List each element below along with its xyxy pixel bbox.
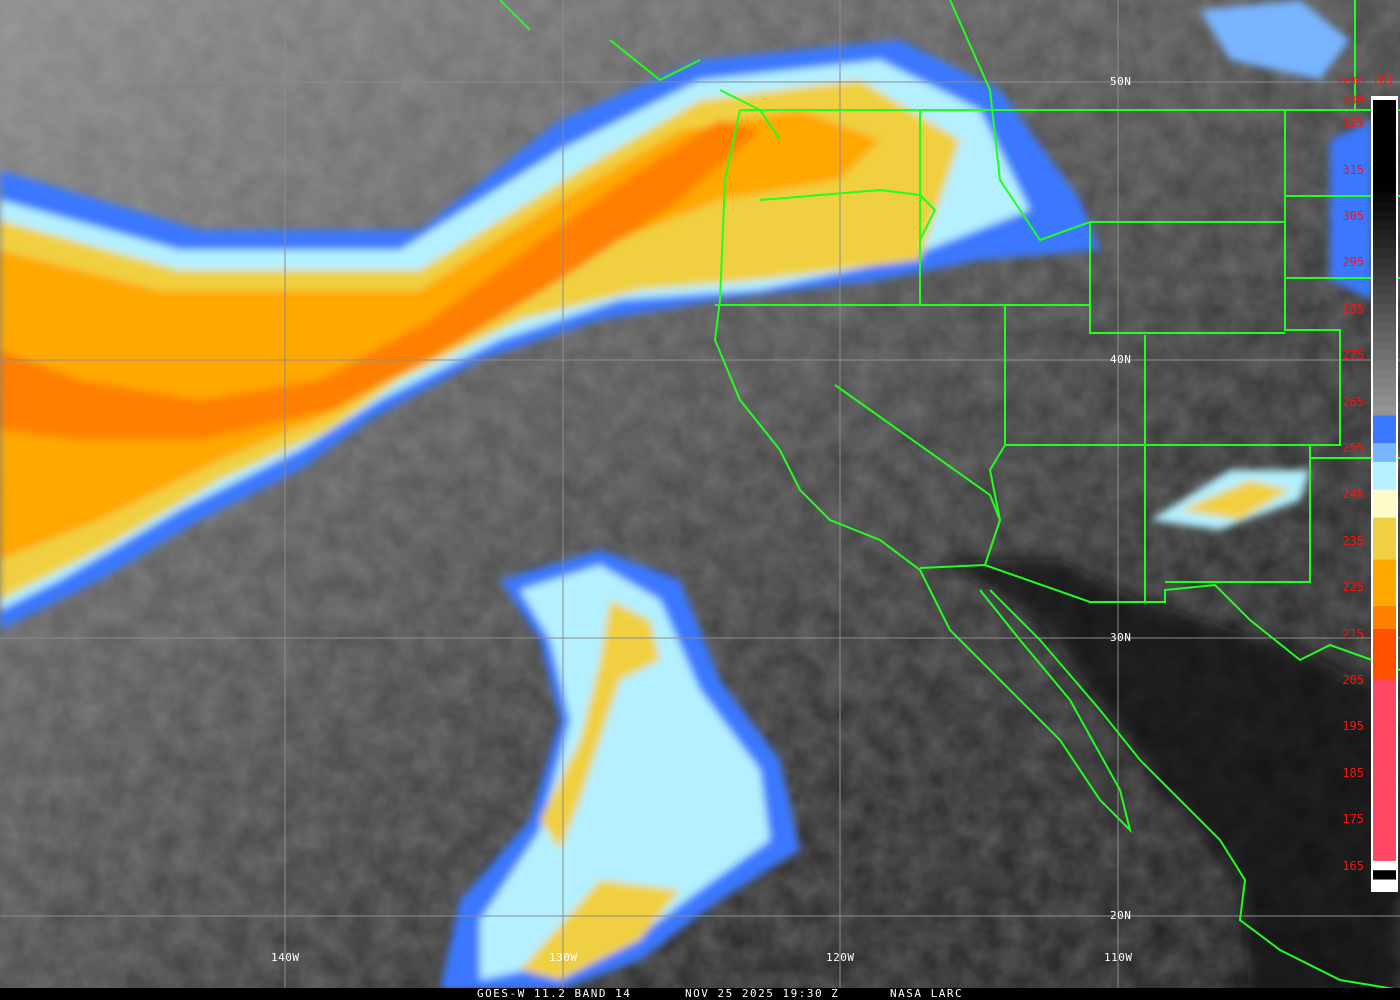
lon-label-120w: 120W [826,951,855,964]
lon-label-140w: 140W [271,951,300,964]
cloud-band-north [0,40,1100,630]
lat-label-40n: 40N [1110,353,1132,366]
lon-label-110w: 110W [1104,951,1133,964]
lat-label-50n: 50N [1110,75,1132,88]
caption-product: GOES-W 11.2 BAND 14 [477,987,632,1000]
colorbar-tick-label: 215 [1342,626,1364,641]
lon-label-130w: 130W [549,951,578,964]
colorbar-tick-label: 265 [1342,394,1364,409]
caption-bar: GOES-W 11.2 BAND 14 NOV 25 2025 19:30 Z … [0,988,1400,1000]
colorbar-tick-label: 225 [1342,580,1364,595]
colorbar-tick-label: 305 [1342,209,1364,223]
colorbar-tick-label: 175 [1342,812,1364,827]
lat-label-20n: 20N [1110,909,1132,922]
colorbar-tick-label: 245 [1342,487,1364,502]
colorbar-tick-label: 205 [1342,673,1364,687]
colorbar-tick-label: 235 [1342,533,1364,548]
caption-source: NASA LARC [890,987,964,1000]
colorbar-tick-label: 255 [1342,441,1364,455]
colorbar-tick-label: 325 [1342,116,1364,131]
lat-label-30n: 30N [1110,631,1132,644]
mexico-land [940,560,1400,1000]
colorbar-tick-label: 195 [1342,719,1364,734]
political-borders [499,0,1400,991]
caption-datetime: NOV 25 2025 19:30 Z [685,987,840,1000]
colorbar-tick-label: 185 [1342,765,1364,780]
colorbar-tick-label: 315 [1342,162,1364,177]
cloud-band-south [440,0,1372,990]
colorbar-tick-label: 295 [1342,255,1364,270]
colorbar-tick-label: 330 [1342,93,1364,107]
colorbar-tick-label: 285 [1342,301,1364,316]
colorbar-title: Temp [K] [1336,73,1394,87]
colorbar-tick-label: 275 [1342,348,1364,363]
colorbar-tick-label: 165 [1342,858,1364,873]
